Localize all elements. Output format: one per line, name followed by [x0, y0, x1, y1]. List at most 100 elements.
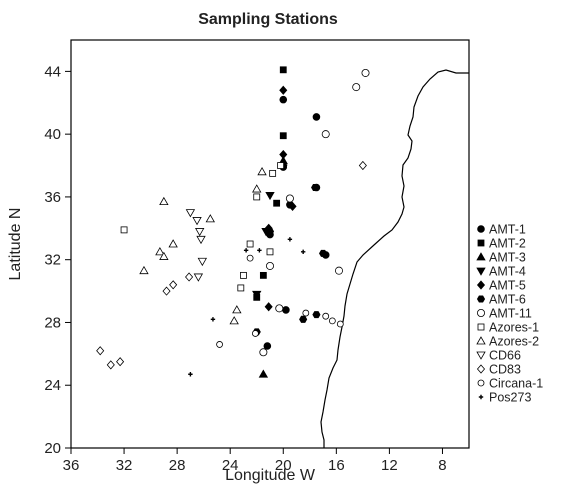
- data-point: [279, 95, 288, 104]
- data-point: [279, 85, 288, 95]
- legend-marker: [476, 267, 486, 276]
- data-point: [253, 193, 261, 201]
- legend-marker: [476, 336, 486, 345]
- data-point: [265, 191, 275, 201]
- x-tick-label: 24: [222, 457, 239, 474]
- legend-label: Azores-2: [489, 335, 539, 349]
- data-point: [159, 251, 169, 260]
- data-point: [322, 312, 330, 320]
- data-point: [243, 248, 249, 253]
- data-point: [279, 132, 287, 140]
- legend-marker: [476, 252, 486, 261]
- data-point: [116, 357, 125, 367]
- chart-title: Sampling Stations: [198, 11, 338, 28]
- data-point: [169, 280, 178, 290]
- data-point: [196, 235, 206, 245]
- legend-label: AMT-1: [489, 223, 526, 237]
- legend-label: CD83: [489, 363, 521, 377]
- data-point: [197, 257, 208, 267]
- data-point: [302, 309, 310, 317]
- x-tick-label: 8: [438, 457, 446, 474]
- legend-marker: [477, 379, 485, 387]
- data-point: [273, 199, 281, 207]
- data-point: [159, 196, 169, 206]
- data-point: [155, 247, 165, 256]
- x-tick-label: 36: [63, 457, 80, 474]
- data-point: [321, 130, 330, 139]
- data-point: [216, 341, 223, 348]
- data-point: [299, 315, 308, 323]
- data-point: [210, 317, 216, 322]
- x-axis: 36 32 28 24 20 16 12 8: [63, 448, 447, 474]
- data-point: [168, 239, 178, 248]
- y-tick-label: 20: [44, 440, 61, 457]
- data-point: [188, 372, 193, 377]
- legend-marker: [478, 394, 484, 400]
- legend-label: AMT-4: [489, 265, 526, 279]
- y-tick-label: 36: [44, 189, 61, 206]
- data-point: [259, 348, 268, 357]
- data-point: [265, 261, 274, 270]
- data-point: [279, 149, 288, 160]
- data-point: [300, 249, 306, 255]
- x-tick-label: 20: [275, 457, 292, 474]
- data-point: [139, 265, 149, 275]
- legend-marker: [476, 364, 486, 374]
- x-tick-label: 16: [328, 457, 345, 474]
- data-point: [287, 237, 293, 242]
- legend-label: AMT-5: [489, 279, 526, 293]
- data-point: [252, 184, 262, 193]
- data-point: [257, 167, 267, 176]
- data-point: [246, 254, 254, 262]
- legend-label: AMT-2: [489, 237, 526, 251]
- data-point: [336, 320, 344, 328]
- y-tick-label: 40: [44, 126, 61, 143]
- data-point: [264, 302, 273, 312]
- data-point: [205, 214, 215, 223]
- data-point: [120, 226, 128, 234]
- legend-label: CD66: [489, 349, 521, 363]
- y-tick-label: 44: [44, 63, 61, 80]
- data-point: [352, 83, 361, 92]
- data-point: [288, 201, 297, 211]
- data-point: [275, 304, 284, 313]
- x-axis-label: Longitude W: [225, 467, 316, 484]
- legend-marker: [477, 239, 485, 247]
- data-point: [263, 342, 272, 350]
- data-point: [193, 273, 204, 282]
- data-point: [279, 66, 287, 74]
- legend-marker: [476, 351, 486, 360]
- legend-label: Pos273: [489, 391, 531, 405]
- data-point: [232, 305, 242, 314]
- coastline: [320, 69, 469, 448]
- data-point: [277, 162, 285, 169]
- data-point: [258, 369, 269, 378]
- data-point: [328, 317, 336, 325]
- legend-marker: [476, 308, 485, 317]
- data-point: [312, 311, 321, 319]
- data-point: [257, 248, 262, 253]
- data-point: [96, 346, 105, 356]
- data-point: [246, 240, 254, 248]
- legend-label: AMT-3: [489, 251, 526, 265]
- data-point: [162, 286, 171, 296]
- data-point: [334, 266, 343, 275]
- data-point: [237, 284, 245, 292]
- data-point: [311, 183, 320, 192]
- legend-label: AMT-6: [489, 293, 526, 307]
- legend-label: AMT-11: [489, 307, 532, 321]
- x-tick-label: 28: [169, 457, 186, 474]
- data-point: [252, 330, 259, 337]
- data-point: [319, 249, 328, 257]
- y-axis: 20 24 28 32 36 40 44: [44, 63, 71, 457]
- data-point: [312, 113, 321, 121]
- y-tick-label: 32: [44, 252, 61, 269]
- y-axis-label: Latitude N: [7, 208, 24, 281]
- x-tick-label: 32: [116, 457, 133, 474]
- data-point: [185, 209, 196, 218]
- data-point: [269, 169, 277, 177]
- data-point: [194, 228, 205, 237]
- data-point: [358, 160, 367, 171]
- data-point: [252, 290, 262, 300]
